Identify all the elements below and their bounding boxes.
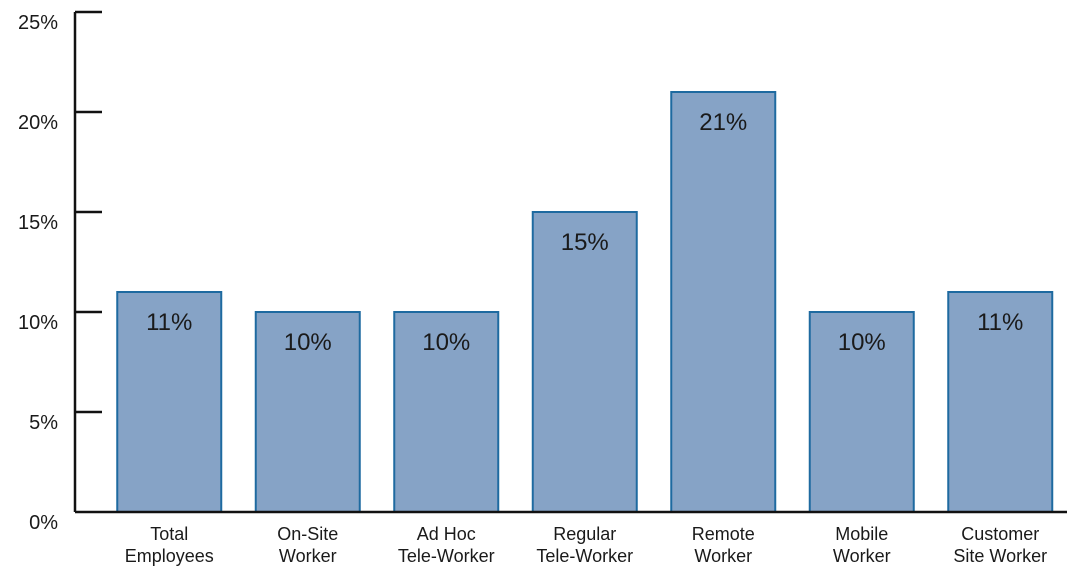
y-tick-label: 0% <box>29 512 58 534</box>
x-category-label-line: Tele-Worker <box>536 546 633 566</box>
data-label: 11% <box>146 309 192 336</box>
bar <box>808 311 915 513</box>
x-category-label: On-Site Worker <box>277 524 338 566</box>
x-category-label-line: Regular <box>553 524 616 544</box>
x-category-label-line: Total <box>150 524 188 544</box>
bars: 11% 10% 10% 15% 21% 10% 11% <box>116 91 1054 513</box>
y-tick-label: 25% <box>18 12 58 34</box>
x-category-label-line: Tele-Worker <box>398 546 495 566</box>
x-category-label: Regular Tele-Worker <box>536 524 633 566</box>
x-category-label-line: On-Site <box>277 524 338 544</box>
x-category-label-line: Employees <box>125 546 214 566</box>
bar <box>254 311 361 513</box>
data-label: 10% <box>422 329 470 356</box>
bar <box>393 311 500 513</box>
data-label: 11% <box>977 309 1023 336</box>
x-category-label-line: Customer <box>961 524 1039 544</box>
bar <box>947 291 1054 513</box>
x-category-label-line: Mobile <box>835 524 888 544</box>
x-category-label: Mobile Worker <box>833 524 891 566</box>
data-label: 15% <box>561 229 609 256</box>
y-tick-label: 20% <box>18 112 58 134</box>
x-category-label-line: Remote <box>692 524 755 544</box>
bar <box>531 211 638 513</box>
x-category-label-line: Worker <box>279 546 337 566</box>
y-tick-label: 10% <box>18 312 58 334</box>
bar <box>670 91 777 513</box>
y-tick-label: 15% <box>18 212 58 234</box>
data-label: 10% <box>284 329 332 356</box>
data-label: 10% <box>838 329 886 356</box>
x-category-label-line: Ad Hoc <box>417 524 476 544</box>
x-category-label: Remote Worker <box>692 524 755 566</box>
x-category-label-line: Site Worker <box>953 546 1047 566</box>
x-category-label: Total Employees <box>125 524 214 566</box>
y-axis: 0% 5% 10% 15% 20% 25% <box>18 10 102 534</box>
data-label: 21% <box>699 109 747 136</box>
x-category-label: Ad Hoc Tele-Worker <box>398 524 495 566</box>
x-category-label-line: Worker <box>694 546 752 566</box>
x-category-label-line: Worker <box>833 546 891 566</box>
x-category-label: Customer Site Worker <box>953 524 1047 566</box>
y-tick-label: 5% <box>29 412 58 434</box>
